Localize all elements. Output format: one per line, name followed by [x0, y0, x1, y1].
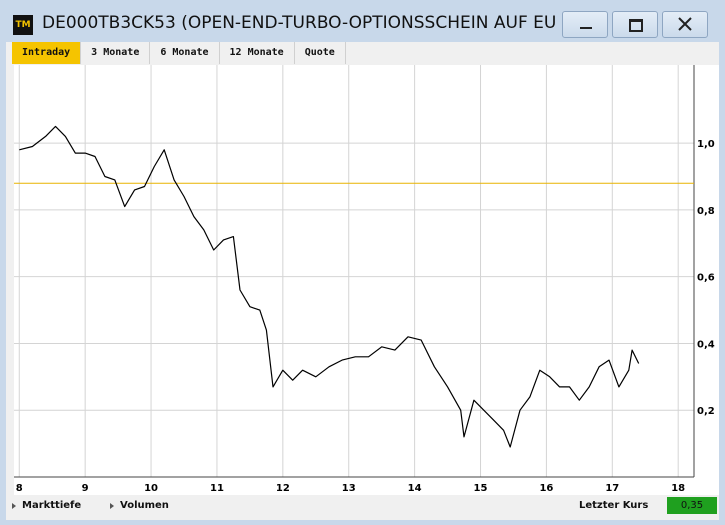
- chart: 8 9 10 11 12 13 14 15 16 17 18 0,2 0,4 0,6 0,8 1,0: [14, 65, 715, 494]
- x-tick-label: 18: [671, 483, 685, 494]
- price-line: [19, 125, 640, 448]
- tab[interactable]: 6 Monate: [150, 42, 220, 64]
- tab[interactable]: 3 Monate: [81, 42, 151, 64]
- title-bar: TM DE000TB3CK53 (OPEN-END-TURBO-OPTIONSS…: [0, 0, 725, 42]
- app-icon: TM: [13, 15, 33, 35]
- footer: Markttiefe Volumen Letzter Kurs 0,35: [6, 495, 719, 517]
- x-tick-label: 11: [210, 483, 224, 494]
- x-tick-label: 17: [605, 483, 619, 494]
- x-tick-label: 16: [539, 483, 553, 494]
- x-tick-label: 15: [474, 483, 488, 494]
- close-icon: [678, 17, 692, 31]
- expand-arrow: [12, 503, 16, 509]
- content: Intraday 3 Monate 6 Monate 12 Monate Quo…: [6, 42, 719, 520]
- chart-panel: 8 9 10 11 12 13 14 15 16 17 18 0,2 0,4 0,6 0,8 1,0: [14, 65, 719, 495]
- x-tick-label: 9: [82, 483, 89, 494]
- x-tick-label: 8: [16, 483, 23, 494]
- tab[interactable]: 12 Monate: [219, 42, 295, 64]
- last-price: 0,35: [667, 497, 717, 514]
- x-tick-label: 13: [342, 483, 356, 494]
- tab-bar: Intraday 3 Monate 6 Monate 12 Monate Quo…: [12, 42, 346, 64]
- tab[interactable]: Intraday: [12, 42, 82, 64]
- close-button[interactable]: [662, 11, 708, 38]
- volumen-toggle[interactable]: Volumen: [120, 500, 169, 511]
- window-title: DE000TB3CK53 (OPEN-END-TURBO-OPTIONSSCHE…: [42, 13, 557, 33]
- y-tick-label: 0,2: [697, 406, 715, 417]
- last-price-label: Letzter Kurs: [579, 500, 649, 511]
- maximize-button[interactable]: [612, 11, 658, 38]
- tab[interactable]: Quote: [294, 42, 346, 64]
- minimize-button[interactable]: [562, 11, 608, 38]
- y-tick-label: 0,4: [697, 339, 715, 350]
- expand-arrow: [110, 503, 114, 509]
- markttiefe-toggle[interactable]: Markttiefe: [22, 500, 82, 511]
- y-tick-label: 1,0: [697, 139, 715, 150]
- y-tick-label: 0,8: [697, 206, 715, 217]
- y-tick-label: 0,6: [697, 273, 715, 284]
- x-tick-label: 12: [276, 483, 290, 494]
- x-tick-label: 14: [408, 483, 422, 494]
- x-tick-label: 10: [144, 483, 158, 494]
